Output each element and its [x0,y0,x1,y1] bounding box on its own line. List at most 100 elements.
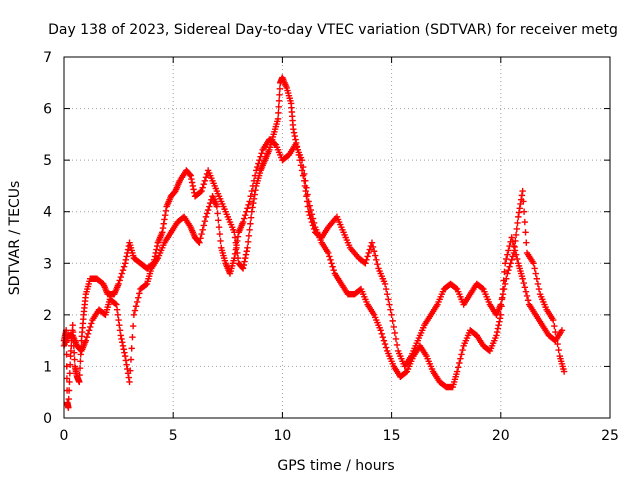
data-point [495,321,502,329]
data-point [121,260,129,267]
data-point [188,179,196,186]
data-point [123,361,130,368]
x-tick-label: 10 [273,428,291,444]
data-point [203,210,211,217]
data-point [69,321,76,329]
data-point [452,285,460,292]
data-point [550,316,557,324]
data-point [299,163,307,171]
data-point [384,291,391,298]
data-point [521,218,529,226]
data-point [307,206,314,214]
data-point [515,209,523,216]
data-point [456,359,463,367]
data-point [509,238,517,245]
data-point [199,226,206,233]
data-point [388,311,395,319]
data-point [290,129,298,136]
data-point [493,332,500,339]
data-point [201,217,209,225]
data-point [370,248,378,255]
data-point [497,311,504,319]
data-point [240,215,248,222]
data-point [118,270,126,277]
data-point [505,247,512,254]
data-point [365,249,372,257]
data-point [83,334,91,341]
data-point [523,239,530,246]
data-point [115,280,122,288]
data-point [301,170,308,178]
y-tick-label: 2 [43,308,52,324]
data-point [120,346,127,353]
data-point [257,153,264,160]
data-point [135,294,142,301]
data-point [133,298,141,306]
data-point [116,321,123,329]
data-point [160,220,167,227]
data-point [82,337,90,344]
data-point [85,327,93,334]
data-point [530,260,537,267]
data-point [240,261,248,269]
data-point [513,255,521,263]
data-point [382,344,390,351]
data-point [554,340,561,348]
data-point [402,369,409,376]
y-axis-label: SDTVAR / TECUs [7,181,23,296]
data-point [374,260,381,268]
data-point [274,115,282,123]
data-point [202,213,210,221]
data-point [507,260,514,267]
data-point [298,167,306,174]
data-point [136,290,143,297]
data-point [531,265,538,272]
data-point [241,258,248,265]
data-point [251,172,259,179]
data-point [304,191,311,198]
data-point [255,160,262,167]
data-point [532,270,539,277]
data-point [201,177,209,184]
data-point [501,260,509,267]
data-point [119,342,127,349]
data-point [195,238,202,245]
data-point [520,208,528,215]
data-point [248,208,256,215]
data-point [118,335,125,343]
data-point [518,192,526,199]
data-point [521,284,529,291]
data-point [256,156,263,164]
data-point [127,367,134,374]
data-point [457,355,464,362]
x-tick-label: 20 [492,428,510,444]
data-point [239,265,247,272]
data-point [381,280,389,288]
data-point [276,85,284,93]
data-point [114,311,122,319]
data-point [215,217,222,224]
data-point [119,266,127,274]
data-point [190,186,197,193]
data-point [500,277,507,284]
data-point [76,371,83,379]
data-point [200,181,207,188]
data-point [503,255,510,263]
data-point [515,213,522,221]
data-point [88,320,95,327]
data-point [258,150,265,157]
data-point [244,244,251,252]
data-point [162,207,170,215]
data-point [216,230,223,238]
data-point [65,387,73,394]
data-point [501,280,509,288]
data-point [249,182,257,190]
data-point [496,318,503,325]
data-point [128,345,135,352]
data-point [392,335,400,343]
data-point [126,378,133,386]
data-point [329,263,336,270]
data-point [387,306,394,313]
data-point [159,229,166,236]
data-point [246,226,253,233]
